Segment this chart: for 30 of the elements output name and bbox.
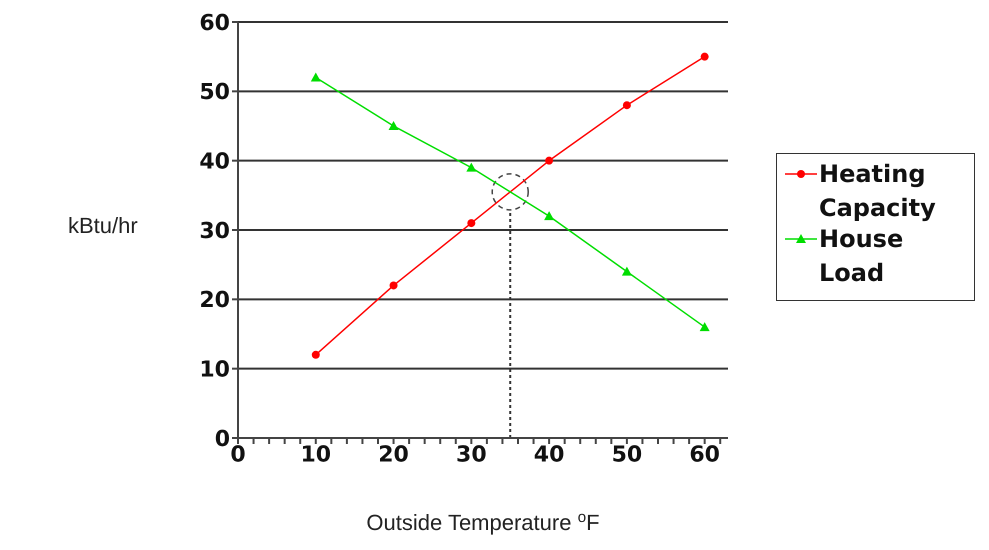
point [390, 281, 398, 290]
y-tick-label: 30 [199, 218, 230, 244]
y-tick-label: 60 [199, 10, 230, 36]
y-axis-title: kBtu/hr [68, 213, 138, 239]
y-tick-label: 0 [214, 426, 230, 452]
legend-label: House Load [819, 224, 904, 289]
x-tick-label: 50 [612, 442, 642, 468]
x-tick-label: 20 [378, 442, 409, 468]
y-tick-label: 40 [199, 149, 230, 174]
point [700, 322, 710, 332]
point [467, 219, 476, 228]
x-tick-label: 10 [300, 442, 332, 468]
point [700, 52, 709, 61]
point [466, 162, 476, 172]
x-tick-label: 60 [689, 442, 720, 468]
x-axis-title: Outside Temperature $^{o}$F [366, 508, 600, 535]
point [622, 101, 631, 110]
point [622, 266, 632, 276]
point [312, 350, 320, 359]
point [545, 156, 554, 165]
y-tick-label: 10 [199, 357, 230, 382]
point [310, 72, 321, 82]
legend-label: Heating Capacity [819, 159, 937, 224]
x-tick-label: 40 [534, 442, 564, 468]
x-tick-label: 0 [230, 442, 246, 468]
point [388, 121, 399, 130]
y-tick-label: 20 [199, 288, 230, 314]
point [544, 211, 554, 220]
y-tick-label: 50 [199, 80, 230, 106]
x-tick-label: 30 [456, 442, 487, 468]
